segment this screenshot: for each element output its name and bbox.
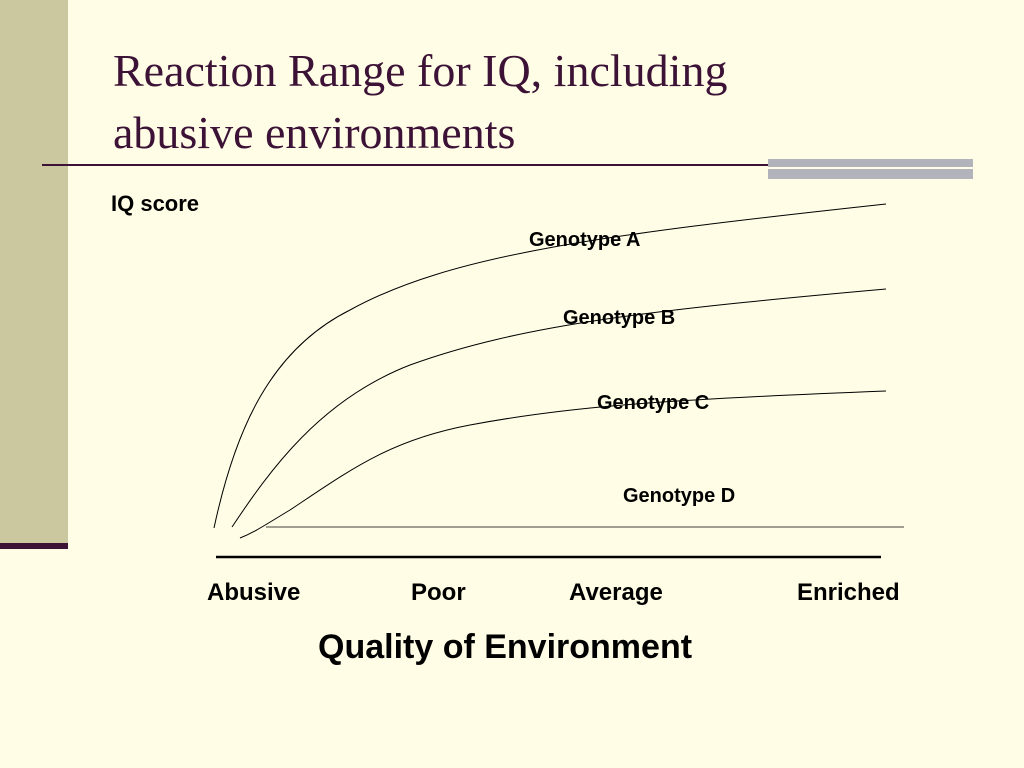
series-label-genotype-c: Genotype C bbox=[597, 392, 709, 414]
left-band-accent bbox=[0, 543, 68, 549]
left-decorative-band bbox=[0, 0, 68, 549]
x-tick-label-abusive: Abusive bbox=[207, 579, 300, 606]
title-underline bbox=[42, 164, 972, 166]
title-line-1: Reaction Range for IQ, including bbox=[113, 45, 728, 96]
series-label-genotype-d: Genotype D bbox=[623, 485, 735, 507]
series-label-genotype-b: Genotype B bbox=[563, 307, 675, 329]
slide-title: Reaction Range for IQ, including abusive… bbox=[113, 40, 913, 164]
x-tick-label-average: Average bbox=[569, 579, 663, 606]
x-tick-label-enriched: Enriched bbox=[797, 579, 900, 606]
curve-genotype-b bbox=[231, 288, 887, 528]
x-tick-label-poor: Poor bbox=[411, 579, 466, 606]
title-accent-line bbox=[768, 167, 973, 169]
y-axis-label: IQ score bbox=[111, 191, 199, 216]
curve-genotype-a bbox=[213, 203, 887, 529]
curve-genotype-c bbox=[239, 390, 887, 539]
x-axis-label: Quality of Environment bbox=[318, 628, 692, 666]
title-accent-bar bbox=[768, 159, 973, 179]
series-label-genotype-a: Genotype A bbox=[529, 229, 641, 251]
title-line-2: abusive environments bbox=[113, 107, 516, 158]
